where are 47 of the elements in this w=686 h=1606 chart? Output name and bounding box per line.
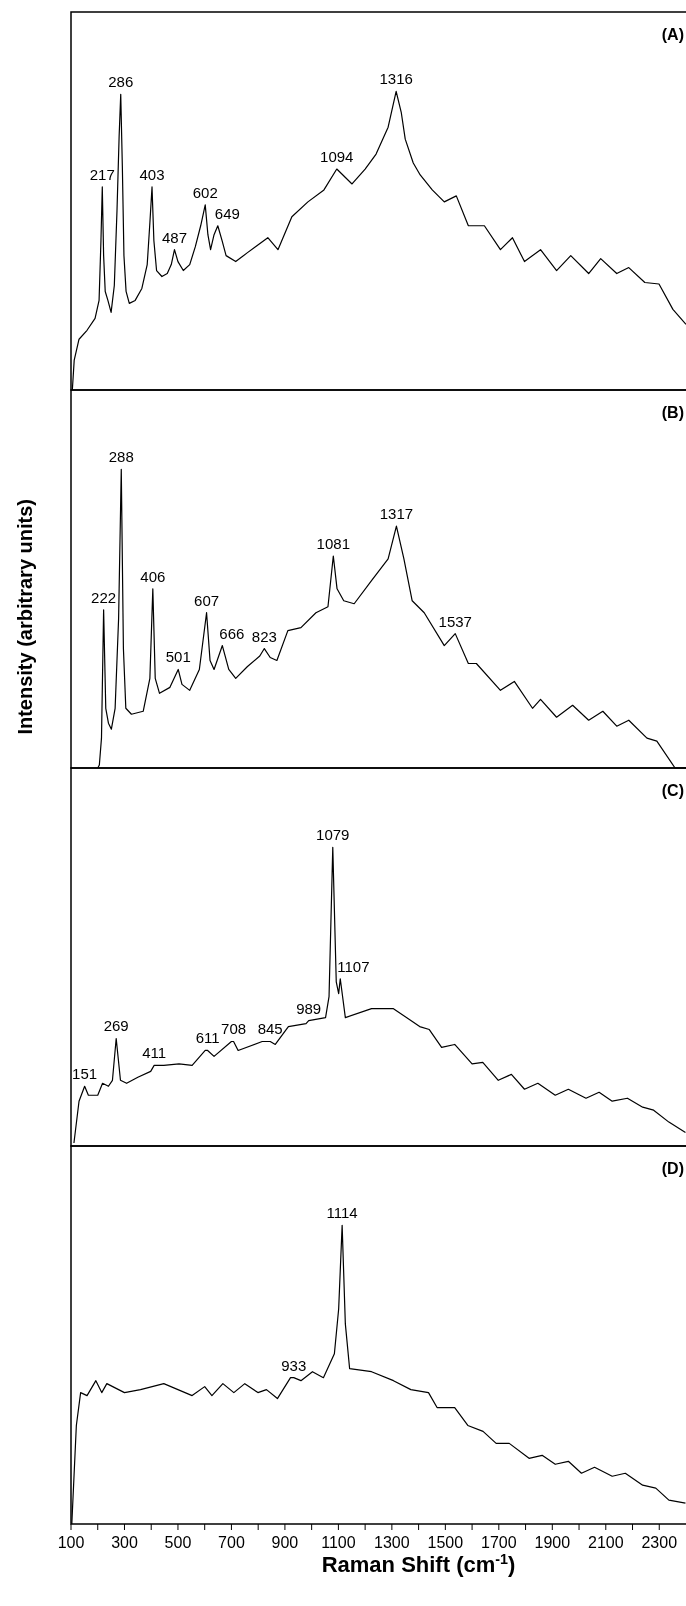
annotation: 217 <box>89 165 115 183</box>
x-tick-label: 900 <box>271 1534 299 1551</box>
annotation: 611 <box>195 1029 220 1047</box>
x-tick-label: 1300 <box>374 1534 410 1551</box>
annotation: 649 <box>214 204 240 222</box>
x-axis-title: Raman Shift (cm$^{-1}$) <box>321 1551 516 1577</box>
annotation: 406 <box>140 567 166 585</box>
x-tick-label: 2100 <box>587 1534 624 1551</box>
annotation: 1537 <box>438 612 472 630</box>
annotation: 501 <box>165 648 191 666</box>
x-tick-label: 100 <box>57 1534 85 1551</box>
chart-title: (A) <box>661 26 684 43</box>
x-tick-label: 1700 <box>481 1534 517 1551</box>
x-tick-label: 2300 <box>641 1534 678 1551</box>
annotation: 222 <box>91 588 117 606</box>
annotation: 411 <box>142 1044 167 1062</box>
chart-title: (D) <box>661 1160 684 1177</box>
annotation: 1316 <box>379 70 413 88</box>
x-tick-label: 700 <box>218 1534 245 1551</box>
annotation: 288 <box>108 448 134 466</box>
annotation: 666 <box>219 624 245 642</box>
annotation: 607 <box>194 591 220 609</box>
annotation: 602 <box>192 183 218 201</box>
annotation: 487 <box>161 228 187 246</box>
x-tick-label: 1500 <box>427 1534 464 1551</box>
annotation: 1107 <box>337 957 370 975</box>
annotation: 1114 <box>326 1204 358 1222</box>
annotation: 1317 <box>379 505 414 523</box>
chart-title: (B) <box>661 404 684 421</box>
x-tick-label: 1100 <box>321 1534 356 1551</box>
annotation: 823 <box>251 627 277 645</box>
annotation: 989 <box>296 999 322 1017</box>
y-axis-title: Intensity (arbitrary units) <box>14 499 36 735</box>
annotation: 1081 <box>316 534 350 552</box>
annotation: 1094 <box>320 148 354 166</box>
annotation: 151 <box>72 1065 98 1083</box>
annotation: 845 <box>257 1020 283 1038</box>
annotation: 269 <box>103 1017 129 1035</box>
annotation: 933 <box>281 1356 307 1374</box>
x-tick-label: 300 <box>111 1534 138 1551</box>
x-tick-label: 500 <box>164 1534 192 1551</box>
annotation: 1079 <box>316 826 350 844</box>
annotation: 403 <box>139 165 165 183</box>
chart-title: (C) <box>661 782 684 799</box>
annotation: 286 <box>108 73 134 91</box>
annotation: 708 <box>221 1020 247 1038</box>
x-tick-label: 1900 <box>534 1534 571 1551</box>
